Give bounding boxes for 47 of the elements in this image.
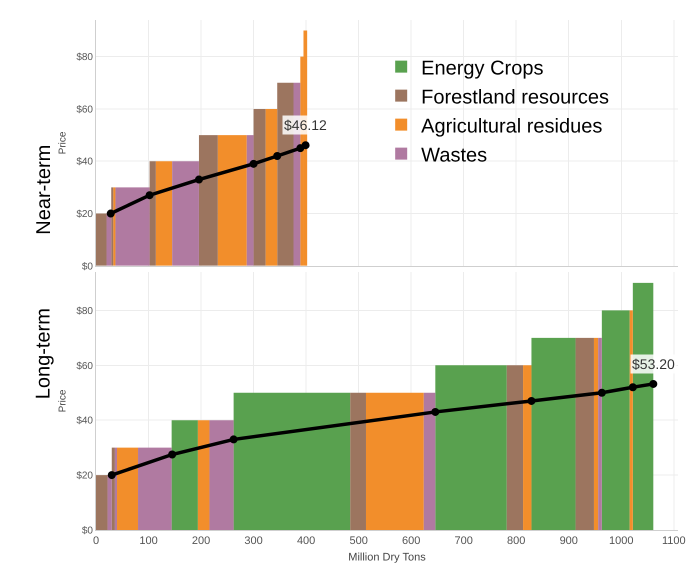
point [230, 435, 238, 444]
point [108, 471, 116, 480]
y-tick-label: $0 [82, 261, 94, 272]
x-tick-label: 700 [454, 535, 473, 548]
y-tick-label: $20 [76, 470, 94, 482]
x-tick-label: 800 [507, 535, 526, 548]
x-tick-label: 200 [192, 535, 210, 548]
y-tick-label: $40 [76, 416, 94, 427]
annotation: $53.20 [632, 356, 676, 372]
y-tick-label: $20 [76, 209, 94, 220]
x-tick-label: 300 [244, 535, 263, 548]
point [106, 210, 115, 218]
y-tick-label: $80 [76, 306, 94, 317]
point [302, 141, 310, 150]
point [168, 450, 176, 459]
y-tick-label: $40 [76, 156, 94, 168]
y-axis-title: Price [57, 389, 68, 412]
point [649, 380, 658, 388]
point [273, 152, 282, 160]
text: Near-term [32, 144, 55, 235]
y-axis-title: Price [57, 131, 68, 154]
point [146, 191, 154, 200]
text: Long-term [32, 308, 54, 400]
x-tick-label: 900 [560, 535, 578, 548]
legend-label: Energy Crops [421, 57, 544, 80]
y-tick-label: $60 [76, 360, 94, 372]
x-tick-label: 1100 [662, 535, 686, 548]
x-tick-label: 600 [402, 535, 420, 548]
annotation: $46.12 [284, 117, 328, 133]
point [194, 176, 203, 184]
point [598, 388, 606, 397]
point [250, 160, 258, 168]
x-tick-label: 400 [296, 535, 316, 548]
legend-label: Agricultural residues [421, 115, 602, 138]
x-tick-label: 0 [92, 535, 100, 548]
y-tick-label: $0 [82, 526, 94, 536]
point [527, 396, 536, 405]
point [628, 383, 637, 392]
legend-label: Forestland resources [421, 86, 610, 108]
point [431, 408, 440, 416]
y-tick-label: $80 [76, 52, 94, 64]
x-tick-label: 1000 [609, 535, 634, 548]
x-axis-title: Million Dry Tons [348, 551, 426, 564]
x-tick-label: 500 [349, 535, 368, 548]
x-tick-label: 100 [139, 535, 158, 548]
y-tick-label: $60 [76, 104, 94, 116]
legend-label: Wastes [421, 144, 488, 166]
